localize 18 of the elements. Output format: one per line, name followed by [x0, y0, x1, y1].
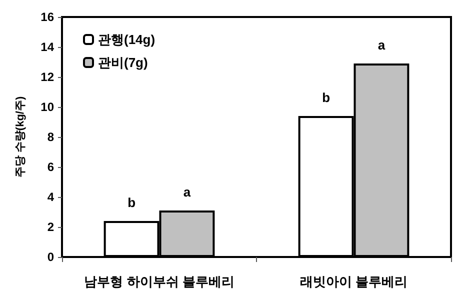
y-tick-label: 16 [40, 10, 54, 24]
annotation: a [378, 38, 386, 52]
y-axis-title: 주당 수량(kg/주) [14, 96, 26, 178]
y-tick-label: 2 [47, 220, 54, 234]
annotation: b [128, 195, 136, 210]
legend-label: 관행(14g) [98, 32, 156, 47]
y-tick-label: 10 [40, 100, 54, 114]
annotation: b [322, 90, 330, 105]
y-tick-label: 14 [40, 40, 54, 54]
y-tick-label: 0 [47, 250, 54, 264]
annotation: a [183, 184, 192, 200]
y-tick-label: 8 [47, 130, 54, 144]
y-tick-label: 6 [47, 160, 54, 174]
x-tick-label: 남부형 하이부쉬 블루베리 [84, 274, 234, 289]
y-tick-label: 12 [40, 70, 54, 84]
legend-label: 관비(7g) [98, 55, 148, 70]
y-tick-label: 4 [47, 190, 54, 204]
x-tick-label: 래빗아이 블루베리 [300, 274, 408, 289]
